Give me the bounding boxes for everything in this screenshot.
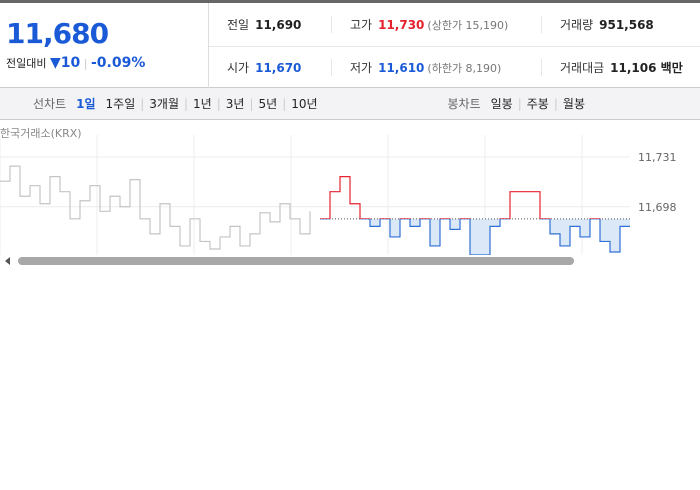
stat: 거래량 951,568: [541, 16, 700, 33]
period-tab[interactable]: 3년: [225, 97, 245, 111]
stat: 시가 11,670: [209, 59, 331, 76]
stat-note: (상한가 15,190): [427, 19, 509, 32]
stat-value: 11,730: [378, 18, 425, 32]
stat-label: 거래대금: [560, 61, 605, 75]
stat-value: 11,670: [255, 61, 302, 75]
candle-chart-label: 봉차트: [447, 97, 481, 111]
separator: |: [249, 96, 254, 111]
period-tab[interactable]: 10년: [291, 97, 318, 111]
toolbar: 선차트 1일 1주일 | 3개월 | 1년 | 3년 | 5년 | 10년 봉차트 일봉 | 주봉 | 월봉: [0, 88, 700, 120]
separator: |: [553, 96, 558, 111]
source: 한국거래소(KRX): [0, 127, 82, 140]
prev-line: [0, 165, 311, 250]
change: 전일대비 ▼10 | -0.09%: [6, 55, 146, 71]
below-area: [370, 218, 630, 255]
candle-tab[interactable]: 일봉: [490, 97, 513, 111]
period-tab[interactable]: 3개월: [149, 97, 179, 111]
stat-label: 고가: [350, 18, 373, 32]
change-label: 전일대비: [6, 57, 47, 70]
stat: 거래대금 11,106 백만: [541, 59, 700, 76]
price-box: 11,680 전일대비 ▼10 | -0.09%: [0, 3, 209, 88]
quote-header: 11,680 전일대비 ▼10 | -0.09% 전일 11,690 고가 11,73…: [0, 0, 700, 88]
line-chart-label: 선차트: [33, 97, 67, 111]
price-line-up: [320, 176, 601, 219]
change-arrow: ▼: [49, 55, 61, 71]
scroll-thumb: [18, 257, 574, 265]
y-tick-label: 11,731: [638, 151, 677, 164]
stat: 전일 11,690: [209, 16, 331, 33]
price-line-down: [320, 218, 630, 256]
stat: 고가 11,730 (상한가 15,190): [331, 16, 541, 33]
stat-value: 11,690: [255, 18, 302, 32]
stat-value: 951,568: [599, 18, 654, 32]
stat-label: 시가: [227, 61, 250, 75]
stat-label: 저가: [350, 61, 373, 75]
scroll-arrow: [5, 257, 10, 265]
separator: |: [184, 96, 189, 111]
period-tab[interactable]: 5년: [258, 97, 278, 111]
y-tick-label: 11,698: [638, 201, 677, 214]
stat-label: 전일: [227, 18, 250, 32]
separator: |: [282, 96, 287, 111]
stats-row: 전일 11,690 고가 11,730 (상한가 15,190) 거래량 951,568: [209, 3, 700, 47]
chart: 한국거래소(KRX) 11,731 11,698: [0, 127, 700, 270]
period-tab[interactable]: 1일: [76, 97, 96, 111]
change-rate: -0.09%: [90, 55, 146, 71]
stat-value: 11,106 백만: [610, 61, 683, 75]
period-tab[interactable]: 1주일: [105, 97, 136, 111]
price: 11,680: [6, 17, 109, 50]
stats-row: 시가 11,670 저가 11,610 (하한가 8,190) 거래대금 11,106 백만: [209, 46, 700, 89]
separator: |: [216, 96, 221, 111]
stat: 저가 11,610 (하한가 8,190): [331, 59, 541, 76]
stat-label: 거래량: [560, 18, 594, 32]
period-tab[interactable]: 1년: [193, 97, 212, 111]
candle-tab[interactable]: 주봉: [526, 97, 549, 111]
change-value: 10: [60, 55, 81, 71]
stat-value: 11,610: [378, 61, 425, 75]
candle-tab[interactable]: 월봉: [562, 97, 585, 111]
stat-note: (하한가 8,190): [427, 62, 502, 75]
separator: |: [517, 96, 522, 111]
separator: |: [140, 96, 145, 111]
